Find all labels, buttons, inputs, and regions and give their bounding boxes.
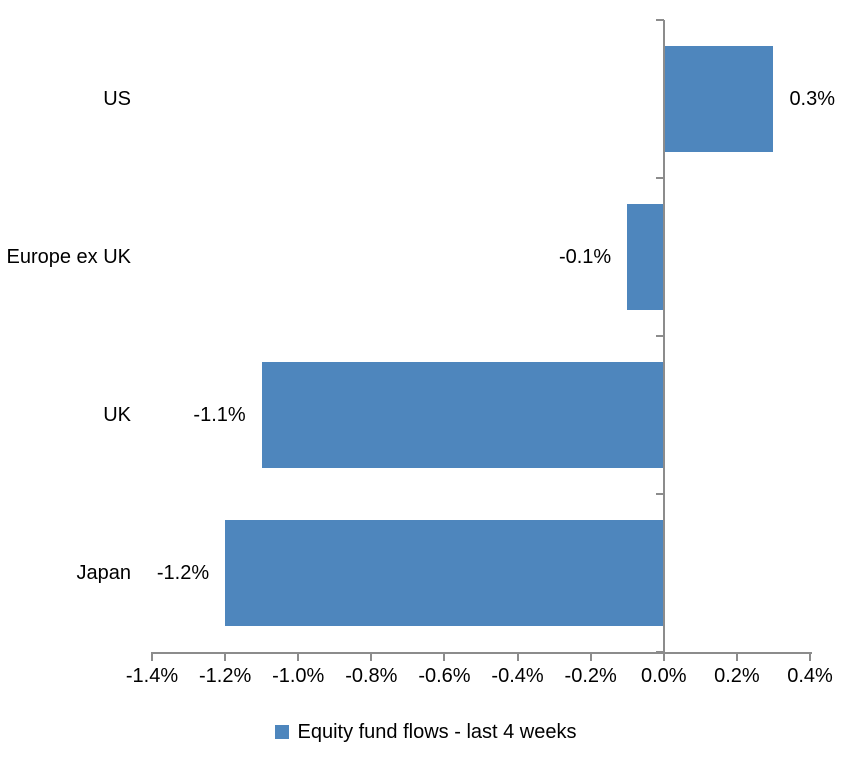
x-axis-tick	[735, 652, 738, 661]
legend-label: Equity fund flows - last 4 weeks	[297, 721, 577, 743]
category-tick	[655, 177, 664, 179]
bar-us	[663, 46, 774, 152]
bar-japan	[225, 520, 664, 626]
x-tick-label: 0.2%	[714, 665, 760, 687]
x-axis-tick	[443, 652, 446, 661]
x-axis-line	[152, 652, 812, 654]
x-tick-label: -0.2%	[564, 665, 617, 687]
bar-data-label: -1.2%	[156, 562, 210, 584]
x-axis-tick	[297, 652, 300, 661]
x-axis-tick	[809, 652, 811, 661]
x-axis-tick	[224, 652, 227, 661]
x-tick-label: 0.0%	[640, 665, 687, 687]
x-tick-label: -0.8%	[345, 665, 398, 687]
category-label: Europe ex UK	[6, 246, 131, 268]
category-tick	[655, 19, 664, 21]
category-tick	[655, 493, 664, 495]
x-axis-tick	[370, 652, 373, 661]
bar-data-label: -1.1%	[193, 404, 246, 426]
x-axis-tick	[516, 652, 519, 661]
legend: Equity fund flows - last 4 weeks	[0, 719, 852, 745]
bar-data-label: 0.3%	[789, 88, 836, 110]
bar-uk	[261, 362, 664, 468]
category-label: US	[103, 88, 131, 110]
x-tick-label: -0.6%	[418, 665, 471, 687]
x-tick-label: -1.0%	[272, 665, 325, 687]
x-axis-tick	[589, 652, 592, 661]
bar-europe-ex-uk	[627, 204, 664, 310]
legend-swatch-icon	[275, 725, 290, 739]
x-tick-label: -0.4%	[491, 665, 544, 687]
x-tick-label: -1.4%	[125, 665, 179, 687]
x-axis-tick	[662, 652, 665, 661]
category-tick	[655, 335, 664, 337]
x-tick-label: 0.4%	[787, 665, 833, 687]
category-label: UK	[103, 404, 131, 426]
zero-axis-line	[662, 20, 665, 659]
x-axis-tick	[151, 652, 153, 661]
category-label: Japan	[76, 562, 132, 584]
x-tick-label: -1.2%	[198, 665, 252, 687]
bar-data-label: -0.1%	[558, 246, 612, 268]
